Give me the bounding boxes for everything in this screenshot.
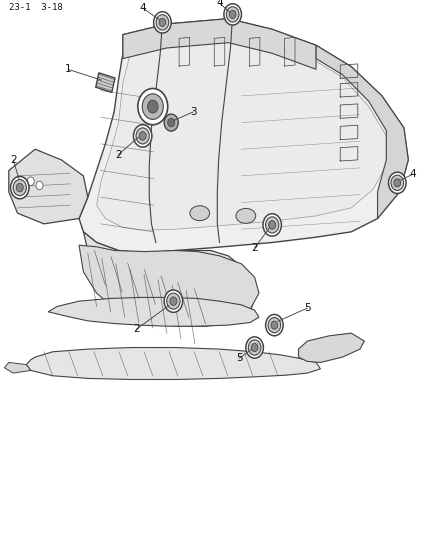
Text: 4: 4 [215, 0, 223, 8]
Circle shape [139, 132, 146, 140]
Polygon shape [123, 19, 315, 69]
Text: 23-1  3-18: 23-1 3-18 [9, 3, 62, 12]
Circle shape [245, 337, 263, 358]
Circle shape [262, 214, 281, 236]
Polygon shape [79, 19, 407, 253]
Circle shape [133, 125, 152, 147]
Circle shape [265, 217, 278, 233]
Text: 4: 4 [408, 169, 415, 179]
Circle shape [390, 175, 403, 190]
Circle shape [138, 88, 167, 125]
Ellipse shape [189, 206, 209, 221]
Text: 3: 3 [189, 107, 196, 117]
Circle shape [136, 128, 149, 144]
Circle shape [11, 176, 29, 199]
Circle shape [166, 293, 180, 309]
Polygon shape [83, 232, 254, 326]
Circle shape [16, 183, 23, 192]
Text: 2: 2 [132, 325, 139, 334]
Circle shape [248, 340, 260, 355]
Text: 2: 2 [251, 243, 258, 253]
Text: 5: 5 [235, 353, 242, 363]
Circle shape [223, 4, 241, 25]
Text: 5: 5 [303, 303, 310, 313]
Circle shape [226, 7, 238, 22]
Polygon shape [79, 245, 258, 326]
Circle shape [153, 12, 171, 33]
Polygon shape [4, 362, 31, 373]
Text: 4: 4 [139, 3, 146, 13]
Polygon shape [48, 297, 258, 326]
Circle shape [156, 15, 168, 30]
Circle shape [27, 177, 34, 185]
Circle shape [147, 100, 158, 113]
Circle shape [170, 297, 177, 305]
Polygon shape [26, 348, 320, 379]
Circle shape [36, 181, 43, 190]
Circle shape [265, 314, 283, 336]
Circle shape [268, 221, 275, 229]
Ellipse shape [236, 208, 255, 223]
Circle shape [159, 18, 166, 27]
Circle shape [388, 172, 405, 193]
Circle shape [393, 179, 400, 187]
Circle shape [251, 343, 258, 352]
Polygon shape [298, 333, 364, 362]
Circle shape [268, 318, 280, 333]
Circle shape [164, 114, 178, 131]
Polygon shape [9, 149, 88, 224]
Circle shape [13, 180, 26, 196]
Circle shape [229, 10, 236, 19]
Text: 1: 1 [64, 64, 71, 74]
Polygon shape [315, 45, 407, 219]
Circle shape [142, 94, 163, 119]
Circle shape [164, 290, 182, 312]
Text: 2: 2 [115, 150, 122, 159]
Polygon shape [96, 32, 385, 230]
Circle shape [270, 321, 277, 329]
Circle shape [167, 118, 174, 127]
Polygon shape [95, 73, 115, 92]
Text: 2: 2 [10, 155, 17, 165]
